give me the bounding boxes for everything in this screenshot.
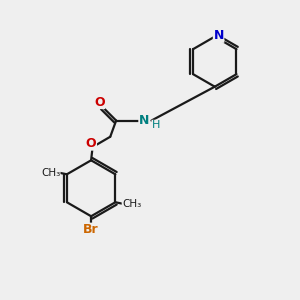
Text: N: N	[213, 29, 224, 42]
Text: Br: Br	[83, 223, 99, 236]
Text: O: O	[86, 137, 96, 150]
Text: CH₃: CH₃	[122, 199, 141, 209]
Text: CH₃: CH₃	[41, 168, 60, 178]
Text: H: H	[152, 120, 160, 130]
Text: O: O	[94, 95, 105, 109]
Text: N: N	[139, 114, 149, 127]
